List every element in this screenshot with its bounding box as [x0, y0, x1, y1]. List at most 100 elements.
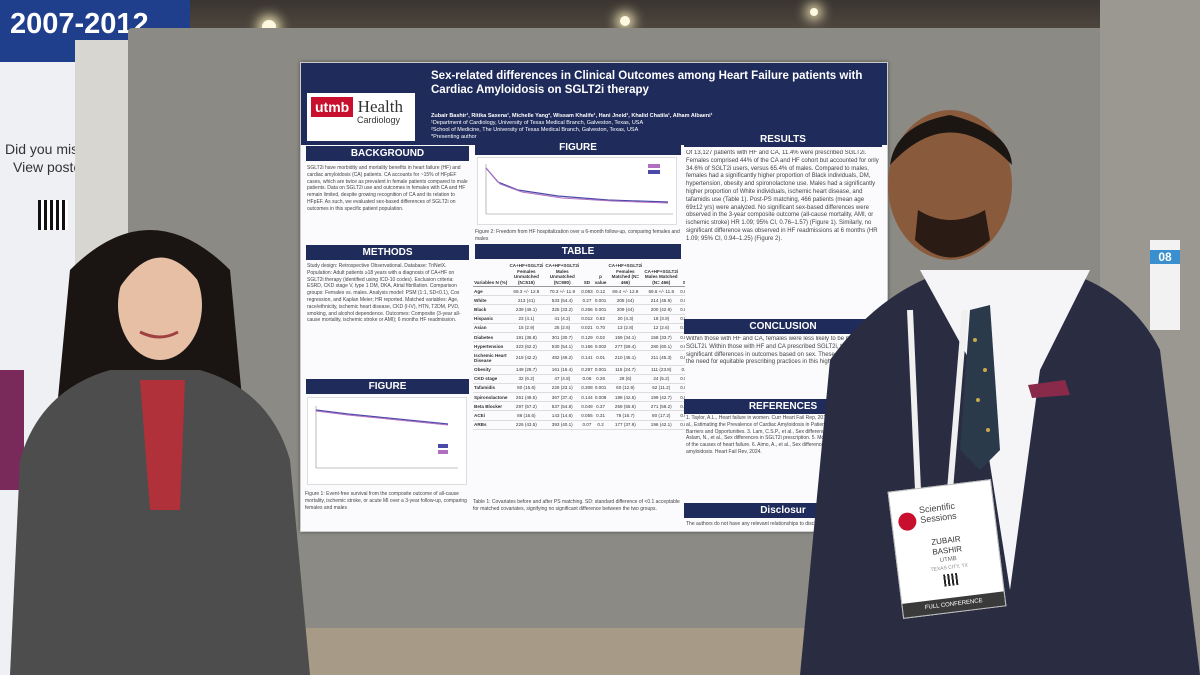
- table-cell: 24 (5.2): [643, 374, 680, 384]
- ceiling-light: [810, 8, 818, 16]
- aisle-sign: 08: [1150, 240, 1180, 330]
- table-row: White 213 (41) 533 (54.4) 0.27 0.001 205 (44)…: [473, 295, 685, 306]
- table-cell: 205 (44): [607, 295, 644, 306]
- table-cell: 393 (40.1): [544, 420, 581, 430]
- table-cell: 219 (42.2): [508, 350, 545, 366]
- table-cell: 271 (58.2): [643, 401, 680, 412]
- table-cell: 0.039: [679, 295, 685, 306]
- table-cell: 161 (16.4): [544, 365, 581, 375]
- table-cell: 0.37: [593, 401, 608, 412]
- table-cell: 159 (34.1): [607, 332, 644, 343]
- table-cell: 0.27: [580, 295, 594, 306]
- table-cell: 198 (42.5): [607, 392, 644, 403]
- table-row: Age 69.3 +/- 12.8 70.3 +/- 11.9 0.083 0.12 69…: [473, 286, 685, 297]
- disclosure-text: The authors do not have any relevant rel…: [686, 521, 825, 527]
- table-cell: 210 (45.1): [607, 350, 644, 366]
- table-row: Hispanic 23 (4.1) 41 (4.2) 0.012 0.82 20 (4.3…: [473, 314, 685, 324]
- table-cell: 47 (4.8): [544, 374, 581, 384]
- table-cell: Beta Blocker: [473, 401, 509, 412]
- table-cell: 52 (11.2): [643, 383, 680, 394]
- research-poster: utmb Health Cardiology Sex-related diffe…: [300, 62, 888, 532]
- table-cell: 0.297: [580, 365, 594, 375]
- table-row: Black 239 (46.1) 325 (33.2) 0.266 0.001 209 (…: [473, 304, 685, 315]
- table-row: Ischemic Heart Disease 219 (42.2) 482 (49.…: [473, 350, 685, 366]
- table-cell: 533 (54.4): [544, 295, 581, 306]
- table-header-cell: SD: [580, 262, 594, 287]
- table-cell: 0.004: [679, 350, 685, 366]
- table-row: Hypertension 323 (62.2) 530 (54.1) 0.166 0.0…: [473, 341, 685, 352]
- table-cell: 78 (16.7): [607, 410, 644, 421]
- table-cell: 0.001: [593, 304, 608, 315]
- table-header-cell: Variables N (%): [473, 262, 509, 287]
- table-cell: 0.266: [580, 304, 594, 315]
- table-cell: 70.3 +/- 11.9: [544, 286, 581, 297]
- table-cell: 297 (57.2): [508, 401, 545, 412]
- table-cell: Hypertension: [473, 341, 509, 352]
- table-cell: 111 (23.8): [643, 365, 680, 375]
- table-row: Spironolactone 251 (48.5) 367 (37.4) 0.144 0…: [473, 392, 685, 403]
- table-cell: 12 (2.6): [643, 323, 680, 333]
- person-left: [10, 230, 310, 675]
- table-cell: 0.052: [679, 401, 685, 412]
- table-cell: 0.26: [593, 374, 608, 384]
- table-cell: 226 (43.5): [508, 420, 545, 430]
- table-cell: Black: [473, 304, 509, 315]
- badge-qr-icon: [943, 572, 959, 587]
- table-header-cell: CA+HF+SGLT2i Females Unmatched (N=519): [508, 262, 545, 287]
- table-cell: 211 (45.3): [643, 350, 680, 366]
- table-cell: 213 (41): [508, 295, 545, 306]
- table-cell: 0.008: [593, 392, 608, 403]
- qr-code-icon: [38, 200, 68, 230]
- table-cell: 0.009: [679, 332, 685, 343]
- table-cell: 367 (37.4): [544, 392, 581, 403]
- conference-badge: Scientific Sessions ZUBAIR BASHIR UTMB T…: [887, 479, 1007, 619]
- table-cell: 0.308: [580, 383, 594, 394]
- table-cell: 23 (4.1): [508, 314, 545, 324]
- table-cell: 214 (45.9): [643, 295, 680, 306]
- table-header-cell: SD: [679, 262, 685, 287]
- table-cell: 0.011: [679, 410, 685, 421]
- table-row: ACEi 86 (16.6) 143 (14.6) 0.055 0.31 78 (16.7…: [473, 410, 685, 421]
- methods-text: Study design: Retrospective Observationa…: [307, 263, 461, 324]
- table-cell: Ischemic Heart Disease: [473, 350, 509, 366]
- table-cell: 149 (28.7): [508, 365, 545, 375]
- table-cell: 0.02: [679, 365, 685, 375]
- table-cell: White: [473, 295, 509, 306]
- table-cell: 301 (30.7): [544, 332, 581, 343]
- table-cell: 280 (60.1): [643, 341, 680, 352]
- table-cell: 0.001: [593, 365, 608, 375]
- table-cell: 143 (14.6): [544, 410, 581, 421]
- utmb-logo: utmb Health Cardiology: [307, 93, 415, 141]
- table-cell: 0.2: [593, 420, 608, 430]
- table-cell: 0.01: [593, 350, 608, 366]
- table-header-cell: p value: [593, 262, 608, 287]
- table-cell: 20 (4.3): [607, 314, 644, 324]
- table-cell: 0.141: [580, 350, 594, 366]
- table-cell: Spironolactone: [473, 392, 509, 403]
- table-cell: Age: [473, 286, 509, 297]
- table-cell: 0.31: [593, 410, 608, 421]
- methods-heading: METHODS: [306, 245, 469, 260]
- figure1-caption: Figure 1: Event-free survival from the c…: [305, 491, 467, 511]
- table-cell: 199 (42.7): [643, 392, 680, 403]
- figure-top-heading: FIGURE: [475, 140, 681, 155]
- table-cell: 0.012: [580, 314, 594, 324]
- table-cell: 239 (46.1): [508, 304, 545, 315]
- table-cell: 191 (36.8): [508, 332, 545, 343]
- table-cell: ARBs: [473, 420, 509, 430]
- table-cell: 482 (49.2): [544, 350, 581, 366]
- table-cell: 28 (6): [607, 374, 644, 384]
- table-cell: 69.6 +/- 11.8: [643, 286, 680, 297]
- table-cell: Obesity: [473, 365, 509, 375]
- table-cell: 13 (2.8): [607, 323, 644, 333]
- table-cell: 0.083: [679, 420, 685, 430]
- table-header-cell: CA+HF+SGLT2i Females Matched (N= 466): [607, 262, 644, 287]
- table-heading: TABLE: [475, 244, 681, 259]
- background-text: SGLT2i have morbidity and mortality bene…: [307, 165, 468, 212]
- table-cell: 0.083: [580, 286, 594, 297]
- table-cell: 0.037: [679, 374, 685, 384]
- table-cell: 80 (15.6): [508, 383, 545, 394]
- km-curve-figure1: [315, 406, 458, 469]
- table-cell: 158 (33.7): [643, 332, 680, 343]
- figure-left-heading: FIGURE: [306, 379, 469, 394]
